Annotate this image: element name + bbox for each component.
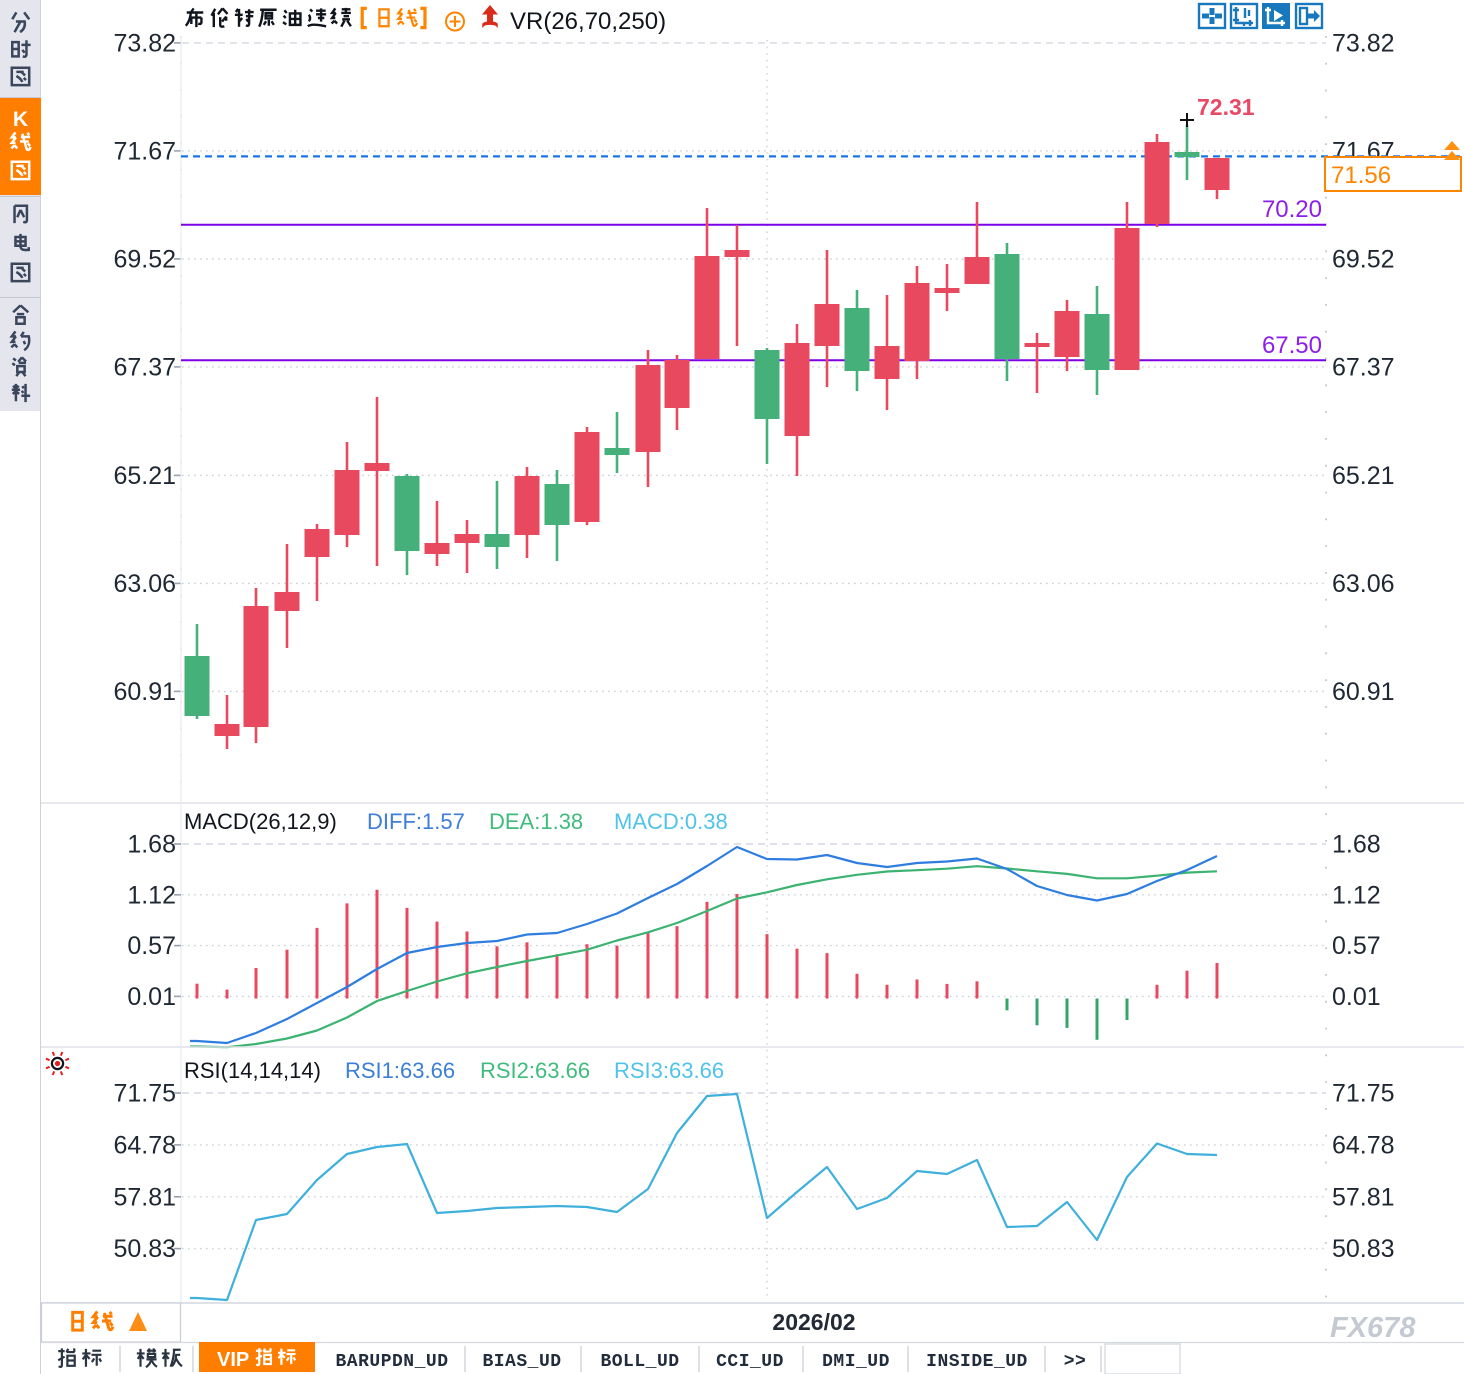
svg-text:67.50: 67.50: [1262, 332, 1322, 359]
svg-text:57.81: 57.81: [113, 1183, 176, 1211]
svg-text:64.78: 64.78: [113, 1131, 176, 1159]
svg-text:RSI(14,14,14): RSI(14,14,14): [184, 1058, 321, 1083]
svg-text:BARUPDN_UD: BARUPDN_UD: [335, 1352, 448, 1372]
svg-text:69.52: 69.52: [1332, 245, 1395, 273]
svg-text:VIP: VIP: [217, 1349, 249, 1371]
svg-text:63.06: 63.06: [1332, 570, 1395, 598]
svg-text:BIAS_UD: BIAS_UD: [482, 1352, 561, 1372]
svg-text:MACD(26,12,9): MACD(26,12,9): [184, 809, 337, 834]
svg-text:70.20: 70.20: [1262, 196, 1322, 223]
svg-text:0.01: 0.01: [1332, 983, 1381, 1011]
svg-text:2026/02: 2026/02: [772, 1309, 855, 1335]
svg-text:50.83: 50.83: [1332, 1235, 1395, 1263]
svg-text:MACD:0.38: MACD:0.38: [614, 809, 728, 834]
svg-text:1.12: 1.12: [1332, 881, 1381, 909]
svg-text:71.67: 71.67: [113, 137, 176, 165]
svg-text:71.75: 71.75: [1332, 1080, 1395, 1108]
svg-text:64.78: 64.78: [1332, 1131, 1395, 1159]
svg-text:0.01: 0.01: [127, 983, 176, 1011]
svg-text:1.68: 1.68: [127, 831, 176, 859]
svg-text:67.37: 67.37: [1332, 353, 1395, 381]
svg-text:K: K: [13, 108, 28, 131]
svg-text:50.83: 50.83: [113, 1235, 176, 1263]
svg-text:71.56: 71.56: [1331, 162, 1391, 189]
svg-text:VR(26,70,250): VR(26,70,250): [510, 8, 666, 35]
svg-text:71.75: 71.75: [113, 1080, 176, 1108]
svg-text:73.82: 73.82: [113, 29, 176, 57]
svg-text:0.57: 0.57: [1332, 932, 1381, 960]
svg-text:73.82: 73.82: [1332, 29, 1395, 57]
svg-text:69.52: 69.52: [113, 245, 176, 273]
svg-text:FX678: FX678: [1330, 1312, 1416, 1344]
svg-text:67.37: 67.37: [113, 353, 176, 381]
svg-text:65.21: 65.21: [113, 462, 176, 490]
svg-text:65.21: 65.21: [1332, 462, 1395, 490]
svg-text:1.68: 1.68: [1332, 831, 1381, 859]
svg-text:RSI1:63.66: RSI1:63.66: [345, 1058, 455, 1083]
svg-text:57.81: 57.81: [1332, 1183, 1395, 1211]
svg-text:RSI3:63.66: RSI3:63.66: [614, 1058, 724, 1083]
svg-text:1.12: 1.12: [127, 881, 176, 909]
svg-text:RSI2:63.66: RSI2:63.66: [480, 1058, 590, 1083]
svg-text:63.06: 63.06: [113, 570, 176, 598]
svg-text:BOLL_UD: BOLL_UD: [600, 1352, 679, 1372]
svg-text:60.91: 60.91: [113, 678, 176, 706]
svg-text:INSIDE_UD: INSIDE_UD: [926, 1352, 1028, 1372]
svg-text:DMI_UD: DMI_UD: [822, 1352, 890, 1372]
svg-text:DEA:1.38: DEA:1.38: [489, 809, 583, 834]
svg-text:60.91: 60.91: [1332, 678, 1395, 706]
svg-text:CCI_UD: CCI_UD: [716, 1352, 784, 1372]
svg-text:72.31: 72.31: [1197, 94, 1255, 120]
svg-text:0.57: 0.57: [127, 932, 176, 960]
svg-text:DIFF:1.57: DIFF:1.57: [367, 809, 465, 834]
svg-text:>>: >>: [1064, 1352, 1087, 1372]
